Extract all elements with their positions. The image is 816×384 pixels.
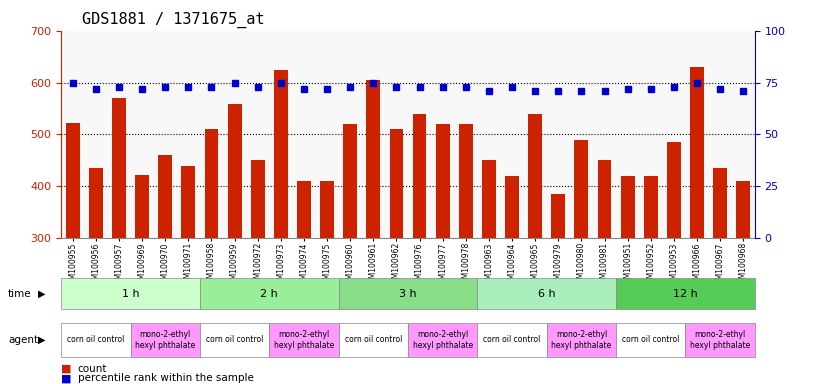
- Text: ▶: ▶: [38, 335, 45, 345]
- Text: corn oil control: corn oil control: [67, 335, 125, 344]
- Bar: [713, 168, 727, 238]
- Bar: [112, 98, 126, 238]
- Text: mono-2-ethyl
hexyl phthalate: mono-2-ethyl hexyl phthalate: [413, 330, 472, 349]
- Bar: [251, 160, 264, 238]
- Bar: [436, 124, 450, 238]
- Text: corn oil control: corn oil control: [622, 335, 680, 344]
- Bar: [158, 155, 172, 238]
- Bar: [413, 114, 427, 238]
- Bar: [690, 67, 704, 238]
- Text: corn oil control: corn oil control: [344, 335, 402, 344]
- Text: 3 h: 3 h: [399, 289, 417, 299]
- Text: count: count: [78, 364, 107, 374]
- Text: mono-2-ethyl
hexyl phthalate: mono-2-ethyl hexyl phthalate: [690, 330, 750, 349]
- Bar: [344, 124, 357, 238]
- Bar: [552, 194, 565, 238]
- Text: 2 h: 2 h: [260, 289, 278, 299]
- Text: corn oil control: corn oil control: [206, 335, 264, 344]
- Bar: [736, 181, 750, 238]
- Text: GDS1881 / 1371675_at: GDS1881 / 1371675_at: [82, 12, 264, 28]
- Bar: [366, 80, 380, 238]
- Bar: [667, 142, 681, 238]
- Text: mono-2-ethyl
hexyl phthalate: mono-2-ethyl hexyl phthalate: [135, 330, 195, 349]
- Text: corn oil control: corn oil control: [483, 335, 541, 344]
- Text: ▶: ▶: [38, 289, 45, 299]
- Text: mono-2-ethyl
hexyl phthalate: mono-2-ethyl hexyl phthalate: [274, 330, 334, 349]
- Text: 6 h: 6 h: [538, 289, 556, 299]
- Bar: [528, 114, 542, 238]
- Text: agent: agent: [8, 335, 38, 345]
- Bar: [297, 181, 311, 238]
- Bar: [389, 129, 403, 238]
- Text: percentile rank within the sample: percentile rank within the sample: [78, 373, 254, 383]
- Text: ■: ■: [61, 373, 72, 383]
- Text: 12 h: 12 h: [673, 289, 698, 299]
- Text: ■: ■: [61, 364, 72, 374]
- Bar: [459, 124, 472, 238]
- Bar: [135, 175, 149, 238]
- Bar: [89, 168, 103, 238]
- Bar: [482, 160, 496, 238]
- Bar: [228, 104, 242, 238]
- Bar: [644, 176, 658, 238]
- Text: time: time: [8, 289, 32, 299]
- Bar: [274, 70, 288, 238]
- Bar: [505, 176, 519, 238]
- Bar: [181, 166, 195, 238]
- Bar: [320, 181, 334, 238]
- Bar: [205, 129, 219, 238]
- Bar: [66, 123, 80, 238]
- Bar: [597, 160, 611, 238]
- Text: 1 h: 1 h: [122, 289, 140, 299]
- Text: mono-2-ethyl
hexyl phthalate: mono-2-ethyl hexyl phthalate: [552, 330, 611, 349]
- Bar: [621, 176, 635, 238]
- Bar: [574, 139, 588, 238]
